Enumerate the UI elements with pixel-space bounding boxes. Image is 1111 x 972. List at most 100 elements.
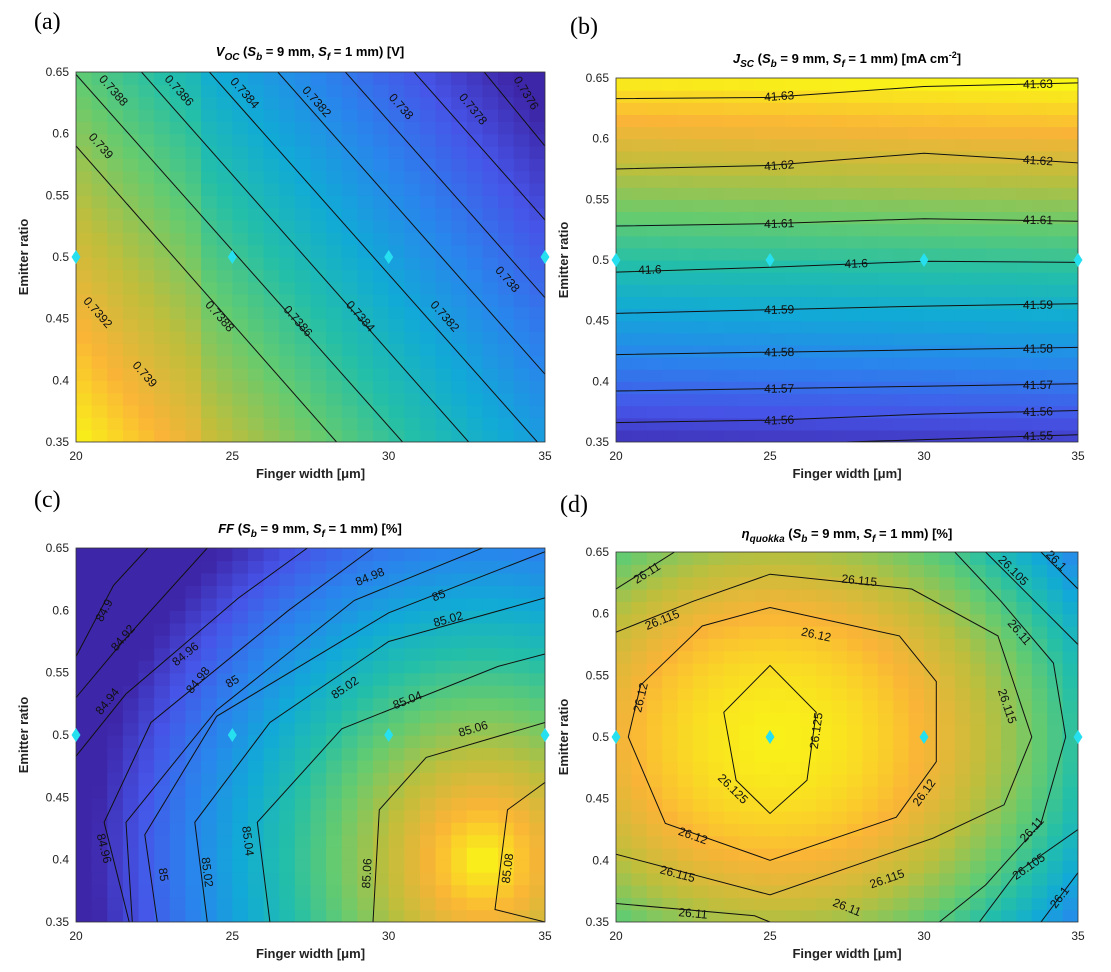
heatmap-cell bbox=[107, 884, 124, 898]
heatmap-cell bbox=[739, 798, 756, 812]
heatmap-cell bbox=[862, 211, 879, 225]
heatmap-cell bbox=[435, 735, 452, 749]
heatmap-cell bbox=[451, 622, 468, 636]
contour-line bbox=[616, 218, 1078, 227]
heatmap-cell bbox=[122, 610, 140, 624]
heatmap-cell bbox=[1031, 114, 1048, 128]
heatmap-cell bbox=[154, 735, 171, 749]
heatmap-cell bbox=[723, 613, 740, 627]
heatmap-cell bbox=[862, 589, 879, 602]
heatmap-cell bbox=[169, 772, 187, 786]
heatmap-cell bbox=[513, 548, 530, 562]
heatmap-cell bbox=[154, 392, 171, 406]
heatmap-cell bbox=[1062, 589, 1078, 602]
y-tick-label: 0.55 bbox=[586, 668, 610, 682]
heatmap-cell bbox=[107, 96, 124, 110]
heatmap-cell bbox=[169, 72, 187, 85]
heatmap-cell bbox=[893, 601, 910, 615]
heatmap-cell bbox=[419, 183, 437, 196]
heatmap-cell bbox=[1062, 786, 1078, 800]
heatmap-cell bbox=[122, 859, 140, 873]
heatmap-cell bbox=[616, 774, 632, 787]
heatmap-cell bbox=[939, 650, 956, 664]
heatmap-cell bbox=[122, 672, 140, 686]
heatmap-cell bbox=[482, 548, 499, 562]
heatmap-cell bbox=[954, 860, 971, 874]
heatmap-cell bbox=[908, 272, 925, 285]
heatmap-cell bbox=[816, 675, 833, 689]
heatmap-cell bbox=[263, 909, 280, 922]
heatmap-cell bbox=[754, 369, 771, 382]
heatmap-cell bbox=[1001, 369, 1017, 382]
heatmap-cell bbox=[451, 797, 468, 811]
heatmap-cell bbox=[232, 380, 249, 394]
heatmap-cell bbox=[122, 834, 140, 848]
heatmap-cell bbox=[263, 859, 280, 873]
heatmap-cell bbox=[404, 207, 421, 221]
heatmap-cell bbox=[388, 318, 405, 332]
heatmap-cell bbox=[954, 393, 971, 407]
heatmap-cell bbox=[263, 405, 280, 418]
heatmap-cell bbox=[893, 663, 910, 676]
heatmap-cell bbox=[466, 797, 484, 811]
heatmap-cell bbox=[754, 260, 771, 273]
heatmap-cell bbox=[723, 211, 740, 225]
heatmap-cell bbox=[232, 697, 249, 711]
heatmap-cell bbox=[232, 847, 249, 861]
heatmap-cell bbox=[482, 343, 499, 357]
heatmap-cell bbox=[770, 284, 786, 297]
heatmap-cell bbox=[169, 195, 187, 209]
heatmap-cell bbox=[169, 84, 187, 98]
heatmap-cell bbox=[91, 809, 108, 823]
heatmap-cell bbox=[76, 72, 93, 85]
heatmap-cell bbox=[862, 235, 879, 249]
heatmap-cell bbox=[185, 672, 202, 686]
heatmap-cell bbox=[341, 572, 358, 586]
heatmap-cell bbox=[263, 96, 280, 110]
heatmap-cell bbox=[388, 109, 405, 122]
heatmap-cell bbox=[451, 548, 468, 562]
heatmap-cell bbox=[185, 133, 202, 147]
heatmap-cell bbox=[310, 318, 327, 332]
heatmap-cell bbox=[739, 211, 756, 225]
heatmap-cell bbox=[816, 663, 833, 676]
heatmap-cell bbox=[646, 308, 663, 322]
heatmap-cell bbox=[451, 158, 468, 172]
heatmap-cell bbox=[435, 257, 452, 270]
heatmap-cell bbox=[862, 749, 879, 763]
heatmap-cell bbox=[924, 162, 940, 176]
heatmap-cell bbox=[294, 269, 312, 283]
heatmap-cell bbox=[1062, 199, 1078, 213]
heatmap-cell bbox=[513, 232, 530, 246]
heatmap-cell bbox=[831, 576, 848, 590]
heatmap-cell bbox=[451, 257, 468, 270]
heatmap-cell bbox=[1001, 90, 1017, 103]
heatmap-cell bbox=[985, 761, 1002, 775]
heatmap-cell bbox=[247, 244, 265, 258]
heatmap-cell bbox=[154, 72, 171, 85]
heatmap-cell bbox=[662, 626, 679, 639]
heatmap-cell bbox=[816, 737, 833, 750]
heatmap-cell bbox=[388, 897, 405, 911]
heatmap-cell bbox=[770, 860, 786, 874]
heatmap-cell bbox=[201, 133, 218, 147]
heatmap-cell bbox=[862, 393, 879, 407]
heatmap-cell bbox=[529, 572, 545, 586]
heatmap-cell bbox=[279, 331, 296, 344]
heatmap-cell bbox=[1001, 724, 1017, 738]
heatmap-cell bbox=[954, 405, 971, 419]
heatmap-cell bbox=[908, 613, 925, 627]
contour-lines bbox=[76, 548, 545, 922]
heatmap-cell bbox=[677, 737, 694, 750]
heatmap-cell bbox=[954, 564, 971, 578]
heatmap-cell bbox=[107, 660, 124, 674]
heatmap-cell bbox=[341, 635, 358, 649]
heatmap-cell bbox=[631, 786, 648, 800]
heatmap-cell bbox=[326, 405, 343, 418]
heatmap-cell bbox=[373, 872, 390, 886]
heatmap-cell bbox=[263, 560, 280, 574]
heatmap-cell bbox=[739, 712, 756, 726]
heatmap-cell bbox=[677, 909, 694, 922]
heatmap-cell bbox=[513, 306, 530, 320]
heatmap-cell bbox=[970, 626, 987, 639]
